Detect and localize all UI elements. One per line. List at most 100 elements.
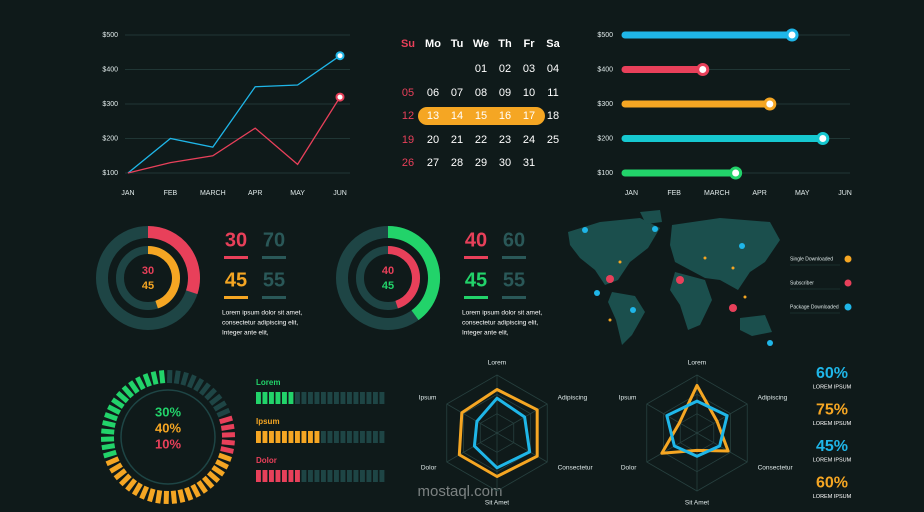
calendar-day: 01 — [475, 63, 487, 75]
calendar-day: 29 — [475, 157, 487, 169]
calendar-day: 15 — [475, 110, 487, 122]
progress-segment — [256, 392, 261, 404]
weekday-label: Tu — [451, 38, 464, 50]
gauge-segment — [218, 452, 232, 462]
progress-segment — [269, 392, 274, 404]
gauge-segment — [211, 465, 225, 477]
progress-segment — [321, 431, 326, 443]
progress-segment — [334, 431, 339, 443]
radar-spoke — [496, 403, 548, 434]
side-value: 45 — [225, 269, 247, 291]
radar-spoke — [646, 403, 698, 434]
progress-segment — [353, 470, 359, 482]
map-dot — [703, 256, 707, 260]
weekday-label: Sa — [546, 38, 560, 50]
map-dot — [652, 226, 658, 232]
gauge-segment — [105, 456, 120, 467]
side-underline — [224, 296, 248, 299]
point-marker — [335, 92, 345, 102]
gauge-segment — [206, 470, 221, 484]
progress-segment — [275, 392, 281, 404]
gauge-segment — [180, 371, 189, 386]
gauge-segment — [113, 468, 127, 481]
caption: consectetur adipiscing elit, — [462, 320, 538, 327]
map-dot — [739, 243, 745, 249]
side-value: 40 — [465, 229, 487, 251]
gauge-segment — [219, 415, 233, 425]
side-remainder: 60 — [503, 229, 525, 251]
weekday-label: Fr — [524, 38, 536, 50]
progress-segment — [360, 470, 365, 482]
progress-segment — [360, 431, 365, 443]
x-tick-label: JUN — [333, 190, 347, 197]
x-tick-label: JAN — [121, 190, 134, 197]
continent — [640, 210, 662, 224]
progress-segment — [340, 470, 346, 482]
radar-series — [665, 399, 729, 458]
progress-segment — [282, 392, 287, 404]
progress-segment — [366, 431, 372, 443]
y-tick-label: $200 — [102, 135, 118, 142]
progress-segment — [269, 470, 274, 482]
map-dot — [743, 295, 747, 299]
calendar-day: 21 — [451, 134, 463, 146]
gauge-segment — [103, 449, 117, 459]
weekday-label: Th — [498, 38, 512, 50]
side-value: 30 — [225, 229, 247, 251]
side-value: 45 — [465, 269, 487, 291]
radar-axis-label: Adipiscing — [558, 395, 588, 402]
legend-label: Single Downloaded — [790, 256, 833, 262]
y-tick-label: $200 — [597, 135, 613, 142]
map-dot — [618, 260, 622, 264]
center-value: 45 — [382, 280, 394, 292]
calendar-day: 20 — [427, 134, 439, 146]
progress-segment — [262, 431, 268, 443]
side-underline — [464, 256, 488, 259]
calendar-day: 02 — [499, 63, 511, 75]
radar-spoke — [696, 403, 748, 434]
calendar-day: 17 — [523, 110, 535, 122]
gauge-segment — [109, 462, 123, 474]
calendar-day: 12 — [402, 110, 414, 122]
radar-axis-label: Ipsum — [419, 395, 437, 402]
gauge-segment — [186, 374, 197, 389]
gauge-segment — [173, 370, 181, 385]
calendar-day: 24 — [523, 134, 535, 146]
stat-value: 75% — [816, 402, 848, 419]
radar-axis-label: Sit Amet — [485, 500, 509, 507]
progress-segment — [334, 392, 339, 404]
gauge-segment — [158, 370, 166, 384]
progress-segment — [353, 392, 359, 404]
y-tick-label: $300 — [597, 101, 613, 108]
gauge-value: 10% — [155, 436, 181, 451]
gauge-segment — [193, 377, 205, 392]
stat-label: LOREM IPSUM — [813, 384, 852, 390]
continent — [670, 272, 712, 330]
bar-end — [785, 28, 799, 42]
center-value: 40 — [382, 265, 394, 277]
progress-segment — [327, 431, 333, 443]
legend-swatch — [844, 255, 852, 263]
stat-value: 60% — [816, 365, 848, 382]
calendar-day: 16 — [499, 110, 511, 122]
radar-spoke — [696, 432, 748, 463]
progress-segment — [360, 392, 365, 404]
gauge-segment — [215, 459, 229, 470]
continent — [670, 218, 780, 290]
radar-series — [472, 396, 532, 470]
progress-segment — [327, 470, 333, 482]
progress-segment — [366, 392, 372, 404]
progress-segment — [340, 392, 346, 404]
gauge-segment — [198, 382, 211, 396]
calendar-day: 06 — [427, 87, 439, 99]
progress-segment — [314, 431, 320, 443]
gauge-segment — [131, 482, 143, 497]
watermark: mostaql.com — [417, 483, 502, 500]
gauge-segment — [155, 489, 163, 504]
gauge-segment — [209, 393, 223, 406]
progress-segment — [269, 431, 274, 443]
stat-label: LOREM IPSUM — [813, 494, 852, 500]
side-underline — [464, 296, 488, 299]
line-series — [127, 96, 341, 174]
